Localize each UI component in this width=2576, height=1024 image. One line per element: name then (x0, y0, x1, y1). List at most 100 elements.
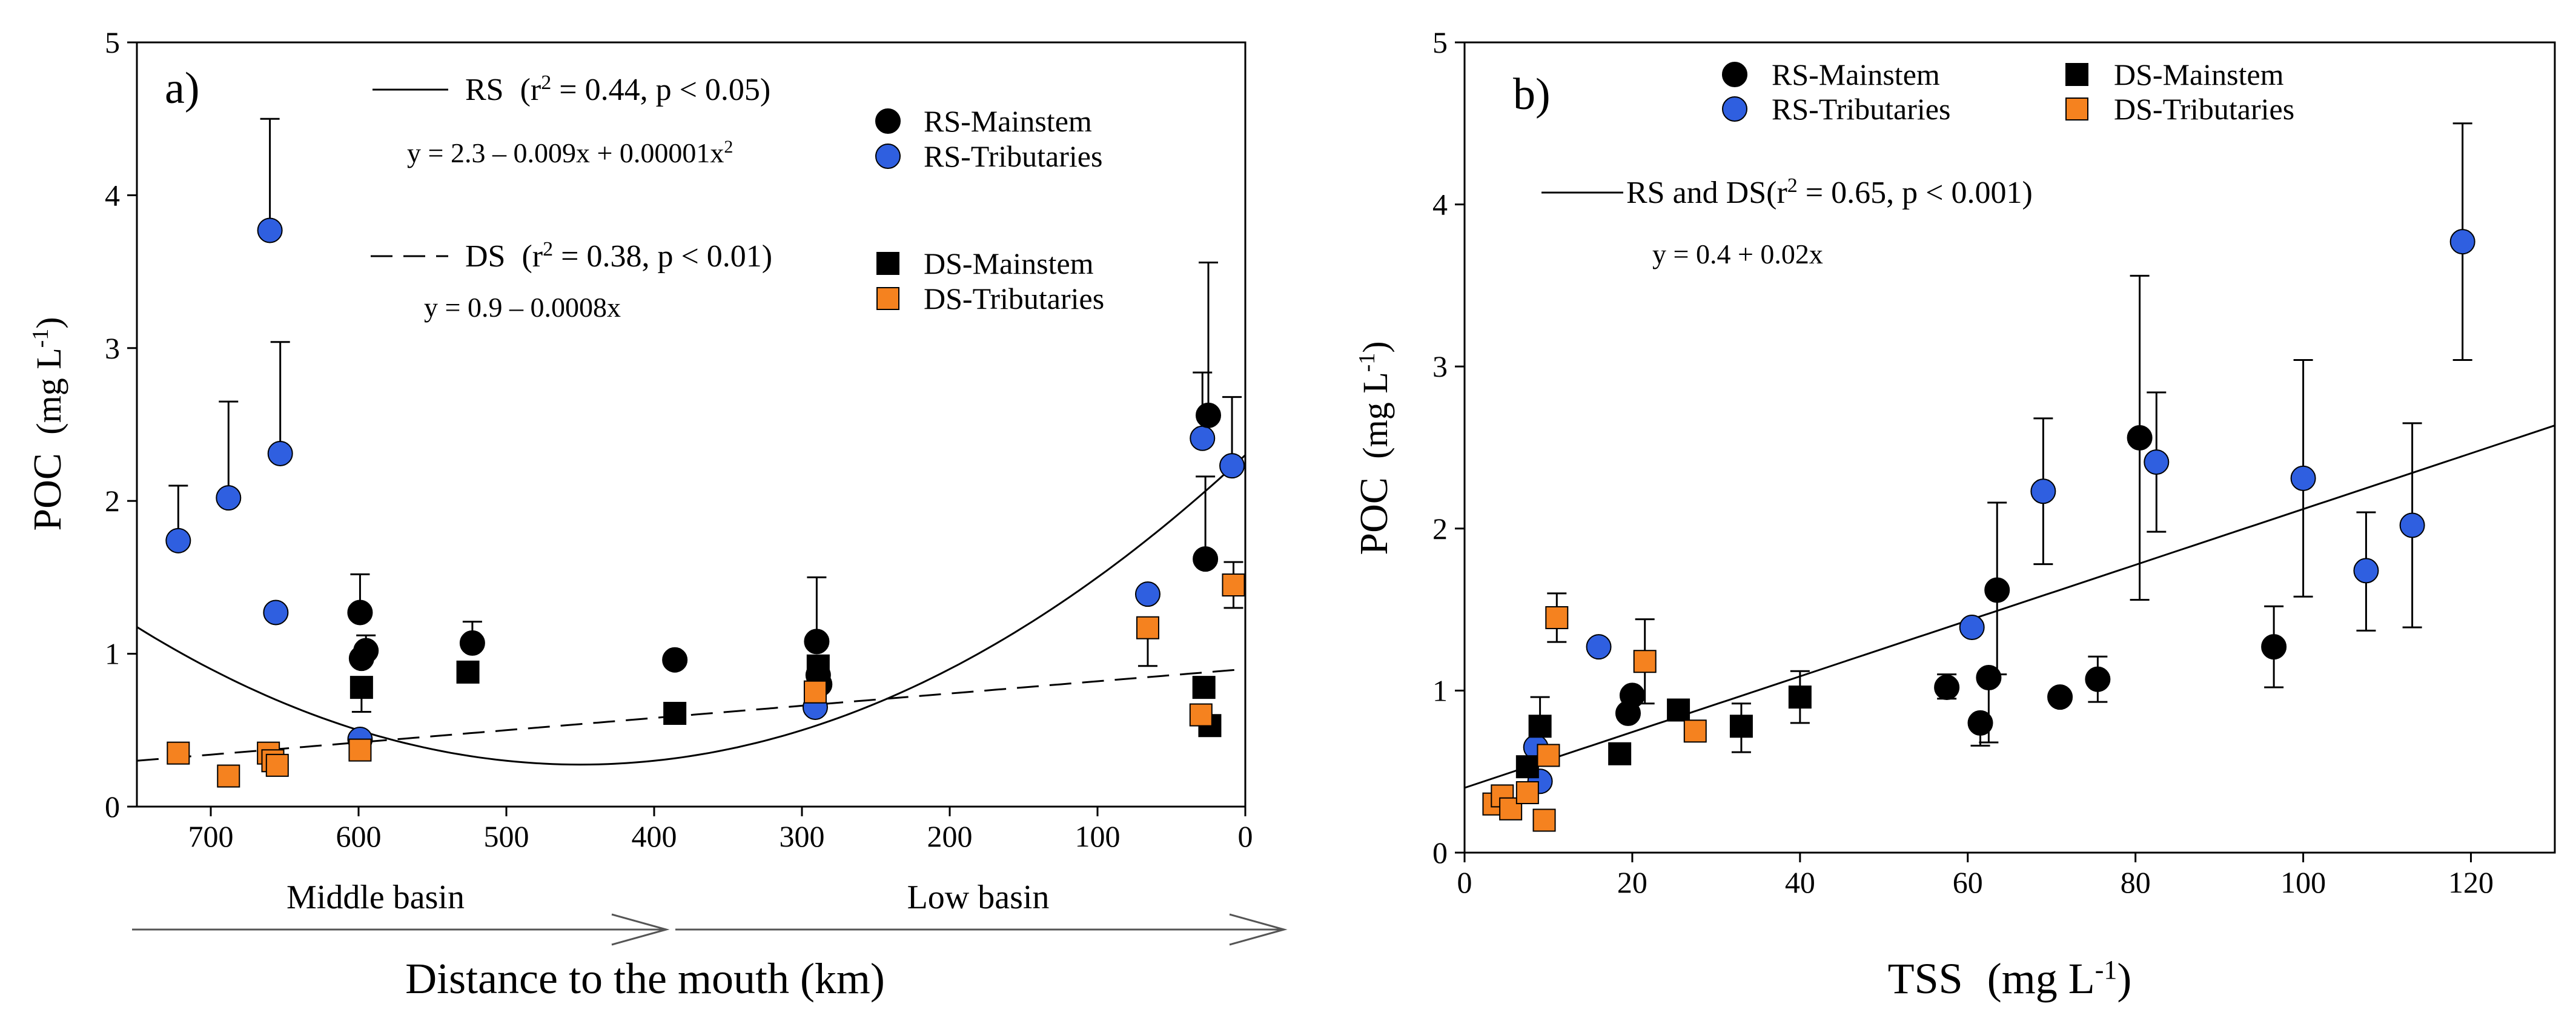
legend-item-rs-mainstem-marker (875, 108, 901, 134)
point-b-rs-tributaries-7 (2353, 558, 2379, 584)
panel-b-ticks: 0 20 40 60 80 100 120 0 1 2 3 4 5 (1432, 25, 2494, 899)
point-a-ds-mainstem-3 (806, 654, 830, 678)
point-b-rs-tributaries-9 (2449, 229, 2475, 255)
legend-item-ds-mainstem-label: DS-Mainstem (2114, 58, 2284, 91)
y-tick-label-a-2: 2 (105, 484, 120, 518)
panel-b-fit-stats: RS and DS(r2 = 0.65, p < 0.001) (1626, 174, 2033, 211)
x-tick-label-b-100: 100 (2280, 865, 2326, 899)
panel-a-rs-fit-stats: RS (r2 = 0.44, p < 0.05) (465, 71, 770, 108)
x-tick-label-b-120: 120 (2448, 865, 2494, 899)
legend-item-ds-tributaries-marker (2065, 97, 2088, 121)
point-b-rs-mainstem-8 (2127, 424, 2153, 451)
point-b-rs-mainstem-7 (2085, 666, 2111, 692)
point-b-ds-mainstem-4 (1729, 715, 1753, 738)
point-b-rs-tributaries-4 (2030, 478, 2056, 504)
y-tick-label-b-3: 3 (1432, 349, 1448, 383)
x-tick-label-a-0: 0 (1238, 819, 1253, 853)
point-a-ds-tributaries-7 (1136, 616, 1159, 639)
point-b-rs-tributaries-8 (2399, 512, 2425, 538)
point-b-ds-mainstem-3 (1667, 698, 1690, 722)
point-a-rs-tributaries-1 (216, 485, 242, 511)
point-a-rs-mainstem-8 (1196, 402, 1221, 428)
point-b-rs-tributaries-3 (1959, 615, 1985, 641)
point-b-ds-tributaries-3 (1515, 781, 1539, 804)
point-a-ds-mainstem-2 (663, 702, 687, 725)
legend-item-ds-mainstem-label: DS-Mainstem (924, 246, 1094, 280)
panel-b-plot-frame (1463, 41, 2556, 854)
point-a-rs-mainstem-0 (347, 600, 373, 626)
point-b-ds-mainstem-1 (1528, 715, 1552, 738)
point-a-ds-mainstem-1 (456, 660, 480, 684)
fit-line-rs-and-ds (1464, 424, 2555, 789)
x-tick-label-a-700: 700 (188, 819, 234, 853)
panel-a-rs-fit-label: RS (465, 73, 504, 107)
low-basin-label: Low basin (907, 879, 1050, 916)
panel-a-ticks: 700 600 500 400 300 200 100 0 0 1 2 3 4 5 (105, 25, 1253, 853)
point-a-ds-tributaries-9 (1222, 573, 1245, 597)
panel-a-x-axis-label: Distance to the mouth (km) (405, 954, 885, 1003)
point-b-rs-mainstem-3 (1967, 710, 1993, 736)
fit-line-rs (136, 454, 1247, 766)
point-a-rs-mainstem-9 (1193, 546, 1219, 572)
point-b-rs-mainstem-2 (1934, 675, 1960, 701)
legend-item-ds-mainstem-marker (876, 252, 899, 275)
x-tick-label-a-600: 600 (336, 819, 382, 853)
legend-item-rs-mainstem-label: RS-Mainstem (924, 104, 1092, 138)
point-b-ds-tributaries-7 (1633, 650, 1657, 673)
y-tick-label-a-1: 1 (105, 637, 120, 671)
legend-item-rs-tributaries-marker (875, 144, 901, 169)
point-b-rs-mainstem-9 (2261, 634, 2287, 660)
point-a-rs-tributaries-7 (1190, 425, 1216, 451)
point-b-ds-tributaries-8 (1683, 719, 1707, 743)
panel-b-y-axis-label: POC (mg L-1) (1352, 341, 1396, 555)
panel-b-legend: RS-Mainstem DS-Mainstem RS-Tributaries DS-T… (1722, 58, 2294, 126)
panel-a-ds-fit-label: DS (465, 239, 505, 274)
x-tick-label-b-80: 80 (2121, 865, 2151, 899)
x-tick-label-a-100: 100 (1075, 819, 1121, 853)
point-b-rs-mainstem-5 (1984, 577, 2010, 603)
panel-a-data-points (165, 117, 1245, 788)
y-tick-label-b-2: 2 (1432, 512, 1448, 546)
low-basin-arrow (675, 913, 1288, 946)
panel-a-rs-fit-equation: y = 2.3 – 0.009x + 0.00001x2 (407, 137, 733, 169)
panel-b-label: b) (1513, 70, 1551, 119)
point-b-ds-mainstem-0 (1515, 755, 1539, 779)
x-tick-label-b-60: 60 (1953, 865, 1983, 899)
point-a-ds-tributaries-8 (1189, 703, 1213, 727)
point-a-rs-tributaries-4 (267, 440, 293, 466)
point-b-rs-mainstem-4 (1976, 664, 2002, 690)
point-b-ds-mainstem-2 (1608, 742, 1632, 765)
x-tick-label-b-20: 20 (1617, 865, 1647, 899)
x-tick-label-b-40: 40 (1785, 865, 1815, 899)
point-a-rs-tributaries-6 (1134, 581, 1161, 607)
x-tick-label-a-300: 300 (780, 819, 825, 853)
point-b-rs-tributaries-2 (1586, 634, 1612, 660)
panel-b-fit-label: RS and DS (1626, 176, 1766, 210)
point-a-ds-tributaries-1 (217, 764, 240, 788)
legend-item-ds-tributaries-label: DS-Tributaries (2114, 92, 2294, 126)
panel-a-plot-frame (136, 41, 1247, 808)
point-b-ds-mainstem-5 (1788, 685, 1812, 709)
point-a-rs-mainstem-2 (353, 638, 379, 664)
panel-a-ds-fit-stats: DS (r2 = 0.38, p < 0.01) (465, 238, 772, 274)
legend-item-rs-tributaries-marker (1722, 96, 1747, 122)
x-tick-label-a-400: 400 (632, 819, 677, 853)
point-a-rs-tributaries-3 (263, 600, 289, 626)
panel-b-data-points (1482, 122, 2475, 832)
point-a-ds-tributaries-6 (803, 680, 827, 704)
x-tick-label-a-200: 200 (927, 819, 973, 853)
panel-a-fit-lines (136, 454, 1247, 766)
point-b-rs-tributaries-6 (2290, 465, 2316, 491)
y-tick-label-b-0: 0 (1432, 836, 1448, 870)
y-tick-label-b-5: 5 (1432, 25, 1448, 59)
point-a-ds-tributaries-0 (167, 741, 190, 765)
point-a-ds-mainstem-0 (349, 676, 373, 699)
panel-b-fit-lines (1464, 424, 2555, 789)
point-a-ds-mainstem-4 (1192, 676, 1216, 699)
panel-a: 700 600 500 400 300 200 100 0 0 1 2 3 4 5 a) RS (r2 =… (25, 25, 1288, 1003)
middle-basin-arrow (132, 913, 670, 946)
y-tick-label-a-5: 5 (105, 25, 120, 59)
